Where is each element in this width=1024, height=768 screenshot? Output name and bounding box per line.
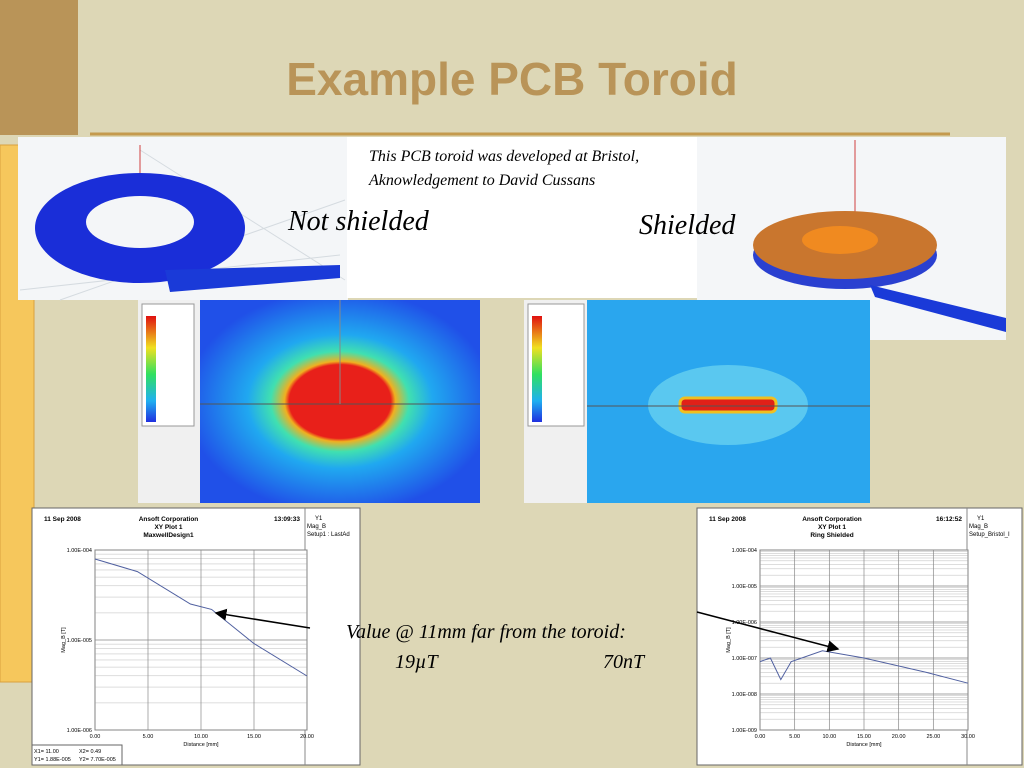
plot-text: 1.00E-004 (67, 548, 92, 554)
plot-text: 10.00 (822, 734, 836, 740)
plot-text: X2= 0.49 (79, 749, 101, 755)
caption-box (347, 137, 697, 298)
plot-text: XY Plot 1 (154, 524, 182, 531)
plot-text: 5.00 (789, 734, 800, 740)
annotation: Value @ 11mm far from the toroid: (346, 621, 626, 643)
plot-text: Mag_B (307, 524, 326, 530)
plot-text: Setup_Bristol_I (969, 532, 1010, 538)
curve (759, 650, 969, 684)
plot-text: 16:12:52 (936, 516, 962, 523)
credit-line: This PCB toroid was developed at Bristol… (369, 148, 639, 165)
plot-text: 1.00E-005 (67, 638, 92, 644)
plot-text: Distance [mm] (183, 742, 219, 748)
plot-text: MaxwellDesign1 (143, 532, 194, 539)
plot-text: 11 Sep 2008 (709, 516, 746, 523)
plot-text: Y2= 7.70E-005 (79, 757, 116, 763)
arrow (214, 608, 311, 629)
plot-text: 30.00 (961, 734, 975, 740)
label-not-shielded: Not shielded (287, 206, 430, 237)
plot-text: 13:09:33 (274, 516, 300, 523)
plot-text: 1.00E-009 (732, 728, 757, 734)
plot-text: 1.00E-007 (732, 656, 757, 662)
plot-text: Y1 (315, 516, 323, 522)
field-map-right (524, 300, 870, 503)
plot-text: Distance [mm] (846, 742, 882, 748)
plot-text: 25.00 (926, 734, 940, 740)
toroid-render-left (18, 137, 348, 301)
plot-text: 1.00E-006 (732, 620, 757, 626)
readout-box (31, 744, 123, 766)
plot-text: 1.00E-008 (732, 692, 757, 698)
plot-text: Y1= 1.88E-005 (34, 757, 71, 763)
credit-line: Aknowledgement to David Cussans (368, 172, 595, 189)
arrow (696, 611, 840, 653)
plot-text: 15.00 (247, 734, 261, 740)
plot-text: Y1 (977, 516, 985, 522)
plot-text: Mag_B [T] (61, 627, 67, 653)
plot-text: 0.00 (755, 734, 766, 740)
plot-text: Mag_B [T] (726, 627, 732, 653)
plot-text: 10.00 (194, 734, 208, 740)
plot-text: 1.00E-006 (67, 728, 92, 734)
title: Example PCB Toroid (286, 53, 738, 105)
plot-text: Ansoft Corporation (802, 516, 862, 523)
value-right: 70nT (603, 651, 646, 673)
corner-block (0, 0, 78, 135)
plot-text: Setup1 : LastAd (307, 532, 350, 538)
plot-text: X1= 11.00 (34, 749, 59, 755)
curve (94, 558, 308, 677)
plot-text: 11 Sep 2008 (44, 516, 81, 523)
plot-text: Mag_B (969, 524, 988, 530)
plot-text: 15.00 (857, 734, 871, 740)
plot-text: Ansoft Corporation (139, 516, 199, 523)
plot-text: 1.00E-004 (732, 548, 757, 554)
label-shielded: Shielded (639, 210, 736, 241)
plot-text: XY Plot 1 (818, 524, 846, 531)
plot-text: 1.00E-005 (732, 584, 757, 590)
value-left: 19µT (395, 651, 440, 673)
plot-text: 20.00 (892, 734, 906, 740)
plot-text: 5.00 (143, 734, 154, 740)
plot-text: Ring Shielded (810, 532, 853, 539)
field-map-left (138, 300, 480, 503)
plot-text: 20.00 (300, 734, 314, 740)
plot-text: 0.00 (90, 734, 101, 740)
